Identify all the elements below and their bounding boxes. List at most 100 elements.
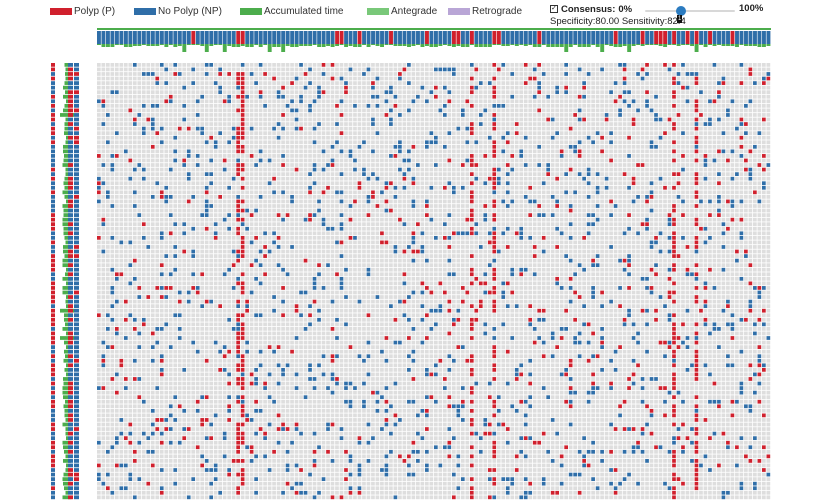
matrix-cell (636, 85, 640, 90)
matrix-cell (416, 122, 420, 126)
row-time-bar (65, 418, 69, 422)
matrix-cell (469, 103, 474, 108)
matrix-cell (460, 154, 465, 158)
matrix-cell (303, 185, 308, 190)
matrix-cell (465, 140, 470, 145)
matrix-cell (272, 172, 276, 177)
matrix-cell (591, 85, 595, 90)
matrix-cell (123, 135, 128, 140)
matrix-cell (326, 163, 330, 167)
matrix-cell (465, 63, 470, 67)
matrix-cell (344, 81, 348, 85)
column-class-cell (667, 31, 672, 44)
matrix-cell (622, 176, 627, 181)
matrix-cell (766, 144, 771, 149)
matrix-cell (469, 154, 474, 158)
legend-accumulated-time[interactable]: Accumulated time (240, 4, 343, 18)
matrix-cell (492, 154, 497, 158)
consensus-checkbox[interactable]: ✓ (550, 5, 558, 13)
matrix-cell (757, 81, 762, 85)
matrix-cell (523, 158, 528, 163)
matrix-cell (132, 108, 137, 113)
column-class-cell (604, 31, 609, 44)
matrix-cell (438, 181, 443, 186)
matrix-cell (483, 122, 488, 126)
matrix-cell (559, 172, 564, 177)
matrix-cell (416, 90, 420, 95)
matrix-cell (308, 99, 312, 104)
matrix-cell (451, 99, 456, 104)
matrix-cell (744, 85, 748, 90)
matrix-cell (712, 113, 717, 117)
matrix-cell (375, 94, 380, 99)
matrix-cell (582, 103, 586, 108)
row-class-cell (51, 213, 55, 217)
matrix-cell (240, 90, 245, 95)
matrix-cell (272, 185, 276, 190)
matrix-cell (132, 185, 137, 190)
matrix-cell (438, 154, 443, 158)
matrix-cell (155, 172, 160, 177)
matrix-cell (168, 140, 173, 145)
consensus-slider-thumb[interactable] (676, 6, 686, 16)
matrix-cell (186, 103, 191, 108)
matrix-cell (573, 126, 577, 131)
matrix-cell (676, 144, 681, 149)
matrix-cell (699, 181, 703, 186)
matrix-cell (384, 90, 389, 95)
column-time-bar (119, 44, 124, 45)
matrix-cell (182, 94, 187, 99)
matrix-cell (375, 167, 380, 172)
matrix-cell (487, 81, 492, 85)
matrix-cell (222, 90, 227, 95)
matrix-cell (389, 122, 393, 126)
matrix-cell (384, 149, 389, 154)
row-class-cell (51, 81, 55, 85)
matrix-cell (726, 163, 730, 167)
matrix-cell (658, 99, 663, 104)
matrix-cell (645, 185, 649, 190)
matrix-cell (101, 140, 106, 145)
matrix-cell (294, 149, 299, 154)
matrix-cell (285, 158, 290, 163)
consensus-slider[interactable] (645, 10, 735, 12)
matrix-cell (155, 76, 160, 81)
annotation-matrix[interactable] (97, 63, 771, 500)
matrix-cell (335, 99, 339, 104)
row-label-cell-a (68, 217, 73, 222)
matrix-cell (402, 154, 407, 158)
matrix-cell (353, 72, 357, 76)
matrix-cell (496, 144, 501, 149)
row-label-cell-a (68, 263, 73, 268)
legend-no-polyp[interactable]: No Polyp (NP) (134, 4, 222, 18)
matrix-cell (128, 163, 133, 167)
matrix-cell (456, 85, 461, 90)
matrix-cell (649, 135, 654, 140)
column-time-bar (523, 44, 528, 46)
matrix-cell (249, 140, 254, 145)
matrix-cell (429, 63, 434, 67)
matrix-cell (398, 172, 402, 177)
matrix-cell (425, 144, 429, 149)
matrix-cell (258, 135, 263, 140)
matrix-cell (483, 181, 488, 186)
matrix-cell (164, 122, 169, 126)
matrix-cell (649, 99, 654, 104)
matrix-cell (114, 149, 119, 154)
legend-retrograde[interactable]: Retrograde (448, 4, 522, 18)
legend-antegrade[interactable]: Antegrade (367, 4, 437, 18)
matrix-cell (119, 181, 124, 186)
matrix-cell (330, 90, 335, 95)
matrix-cell (168, 135, 173, 140)
matrix-cell (371, 181, 375, 186)
column-time-bar (434, 44, 438, 47)
matrix-cell (357, 67, 362, 72)
matrix-cell (456, 149, 461, 154)
matrix-cell (128, 117, 133, 122)
column-time-bar (123, 44, 128, 47)
row-class-cell (51, 276, 55, 281)
matrix-cell (753, 185, 757, 190)
matrix-cell (416, 72, 420, 76)
legend-polyp[interactable]: Polyp (P) (50, 4, 115, 18)
matrix-cell (600, 122, 604, 126)
